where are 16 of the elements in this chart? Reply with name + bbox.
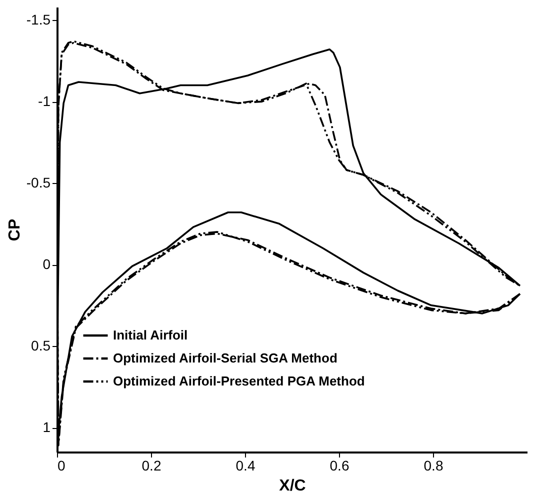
y-tick-label: -0.5	[26, 174, 51, 191]
y-tick-label: -1	[38, 93, 51, 110]
y-tick-label: 1	[42, 419, 51, 436]
x-tick-label: 0.2	[142, 458, 162, 474]
x-tick-label: 0.6	[330, 458, 350, 474]
x-tick-label: 0	[58, 458, 66, 474]
y-tick-label: -1.5	[26, 12, 51, 28]
legend-label: Optimized Airfoil-Serial SGA Method	[113, 350, 338, 366]
legend-label: Initial Airfoil	[113, 328, 188, 342]
x-tick-label: 0.4	[236, 458, 256, 474]
legend-label: Optimized Airfoil-Presented PGA Method	[113, 374, 365, 388]
x-axis-title: X/C	[279, 478, 306, 494]
y-tick-label: 0.5	[31, 338, 51, 354]
y-axis-title: CP	[6, 218, 24, 242]
x-tick-label: 0.8	[424, 458, 444, 474]
y-tick-label: 0	[42, 256, 51, 272]
